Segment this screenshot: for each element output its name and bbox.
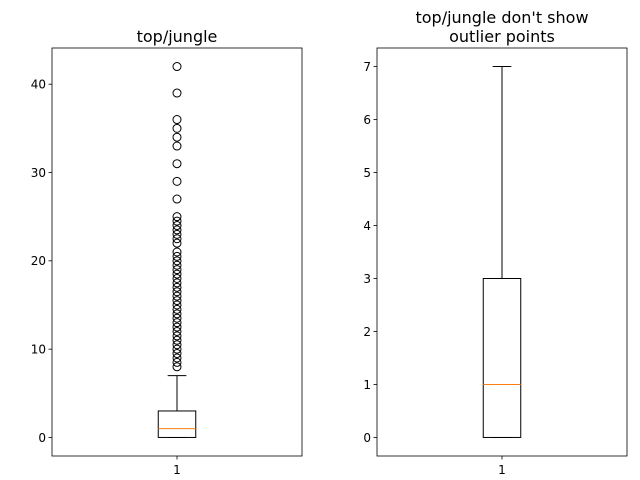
chart-title-line: top/jungle	[137, 27, 218, 46]
outlier-point	[172, 159, 182, 169]
outlier-point	[172, 88, 182, 98]
outlier-point	[172, 221, 182, 231]
outlier-point	[172, 362, 182, 372]
outlier-point	[172, 326, 182, 336]
outlier-point	[172, 212, 182, 222]
outlier-point	[172, 300, 182, 310]
y-tick-label: 1	[363, 378, 371, 392]
outlier-point	[172, 273, 182, 283]
y-tick-label: 3	[363, 272, 371, 286]
outlier-point	[172, 349, 182, 359]
outlier-point	[172, 291, 182, 301]
outlier-point	[172, 260, 182, 270]
y-tick-label: 7	[363, 60, 371, 74]
x-tick-label: 1	[498, 463, 506, 477]
outlier-point	[172, 256, 182, 266]
boxplot-panel-1: top/jungle 0 10 20 30 40 1	[31, 27, 303, 477]
outlier-point	[172, 62, 182, 72]
outlier-point	[172, 194, 182, 204]
outlier-point	[172, 141, 182, 151]
y-tick-label: 20	[31, 254, 46, 268]
y-tick-label: 6	[363, 113, 371, 127]
outlier-point	[172, 123, 182, 133]
outlier-point	[172, 176, 182, 186]
chart-title-line: outlier points	[449, 27, 555, 46]
outlier-point	[172, 296, 182, 306]
outlier-point	[172, 318, 182, 328]
outlier-point	[172, 309, 182, 319]
outlier-point	[172, 225, 182, 235]
y-tick-label: 10	[31, 342, 46, 356]
outlier-point	[172, 353, 182, 363]
outlier-point	[172, 304, 182, 314]
outlier-point	[172, 265, 182, 275]
y-tick-label: 40	[31, 78, 46, 92]
outlier-point	[172, 357, 182, 367]
y-tick-label: 2	[363, 325, 371, 339]
outlier-point	[172, 238, 182, 248]
outlier-point	[172, 115, 182, 125]
outlier-point	[172, 269, 182, 279]
y-tick-label: 0	[363, 431, 371, 445]
outlier-point	[172, 229, 182, 239]
outlier-point	[172, 132, 182, 142]
iqr-box	[482, 277, 522, 438]
outlier-point	[172, 335, 182, 345]
iqr-box	[157, 410, 197, 438]
outlier-point	[172, 331, 182, 341]
y-tick-label: 30	[31, 166, 46, 180]
outlier-point	[172, 287, 182, 297]
y-tick-label: 5	[363, 166, 371, 180]
outlier-point	[172, 313, 182, 323]
y-tick-label: 0	[38, 431, 46, 445]
chart-title-line: top/jungle don't show	[415, 8, 588, 27]
outlier-point	[172, 340, 182, 350]
outlier-point	[172, 234, 182, 244]
outlier-point	[172, 247, 182, 257]
outlier-point	[172, 282, 182, 292]
outlier-point	[172, 251, 182, 261]
y-tick-label: 4	[363, 219, 371, 233]
outlier-point	[172, 344, 182, 354]
x-tick-label: 1	[173, 463, 181, 477]
outlier-point	[172, 278, 182, 288]
outlier-point	[172, 216, 182, 226]
outlier-point	[172, 322, 182, 332]
